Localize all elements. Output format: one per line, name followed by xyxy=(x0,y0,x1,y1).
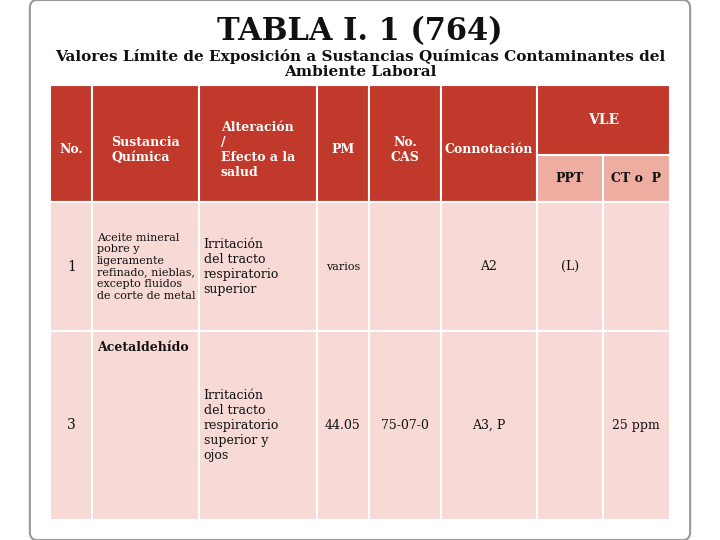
Text: TABLA I. 1 (764): TABLA I. 1 (764) xyxy=(217,17,503,48)
Bar xyxy=(92,85,199,202)
Text: Acetaldehído: Acetaldehído xyxy=(97,341,189,354)
Bar xyxy=(369,331,441,520)
Text: (L): (L) xyxy=(561,260,579,273)
Text: Irritación
del tracto
respiratorio
superior: Irritación del tracto respiratorio super… xyxy=(204,238,279,295)
Text: Connotación: Connotación xyxy=(444,143,533,156)
Bar xyxy=(603,156,670,202)
Text: Ambiente Laboral: Ambiente Laboral xyxy=(284,65,436,79)
Text: No.
CAS: No. CAS xyxy=(390,136,419,164)
Text: PPT: PPT xyxy=(556,172,584,185)
Text: 75-07-0: 75-07-0 xyxy=(381,419,429,432)
Bar xyxy=(50,331,92,520)
Text: VLE: VLE xyxy=(588,113,618,127)
Text: varios: varios xyxy=(326,261,360,272)
Bar xyxy=(317,202,369,331)
Bar xyxy=(50,202,92,331)
Bar xyxy=(603,331,670,520)
Bar xyxy=(441,85,536,202)
Bar xyxy=(199,85,317,202)
Text: Valores Límite de Exposición a Sustancias Químicas Contaminantes del: Valores Límite de Exposición a Sustancia… xyxy=(55,50,665,64)
Bar xyxy=(317,331,369,520)
Bar xyxy=(92,202,199,331)
Text: 44.05: 44.05 xyxy=(325,419,361,432)
Bar xyxy=(369,85,441,202)
Bar xyxy=(603,202,670,331)
Text: 25 ppm: 25 ppm xyxy=(613,419,660,432)
Text: PM: PM xyxy=(331,143,354,156)
Bar xyxy=(536,85,670,156)
Text: Alteración
/
Efecto a la
salud: Alteración / Efecto a la salud xyxy=(220,120,295,179)
Bar xyxy=(536,202,603,331)
Text: A2: A2 xyxy=(480,260,497,273)
Bar xyxy=(441,331,536,520)
Text: CT o  P: CT o P xyxy=(611,172,662,185)
Bar xyxy=(199,202,317,331)
Text: 1: 1 xyxy=(67,260,76,274)
Bar xyxy=(441,202,536,331)
Text: 3: 3 xyxy=(67,418,76,433)
FancyBboxPatch shape xyxy=(30,0,690,540)
Bar xyxy=(536,156,603,202)
Text: Irritación
del tracto
respiratorio
superior y
ojos: Irritación del tracto respiratorio super… xyxy=(204,389,279,462)
Bar xyxy=(369,202,441,331)
Text: Aceite mineral
pobre y
ligeramente
refinado, nieblas,
excepto fluidos
de corte d: Aceite mineral pobre y ligeramente refin… xyxy=(97,233,196,301)
Text: No.: No. xyxy=(60,143,84,156)
Text: A3, P: A3, P xyxy=(472,419,505,432)
Bar xyxy=(536,331,603,520)
Text: Sustancia
Química: Sustancia Química xyxy=(112,136,180,164)
Bar xyxy=(199,331,317,520)
Bar xyxy=(317,85,369,202)
Bar xyxy=(50,85,92,202)
Bar xyxy=(92,331,199,520)
